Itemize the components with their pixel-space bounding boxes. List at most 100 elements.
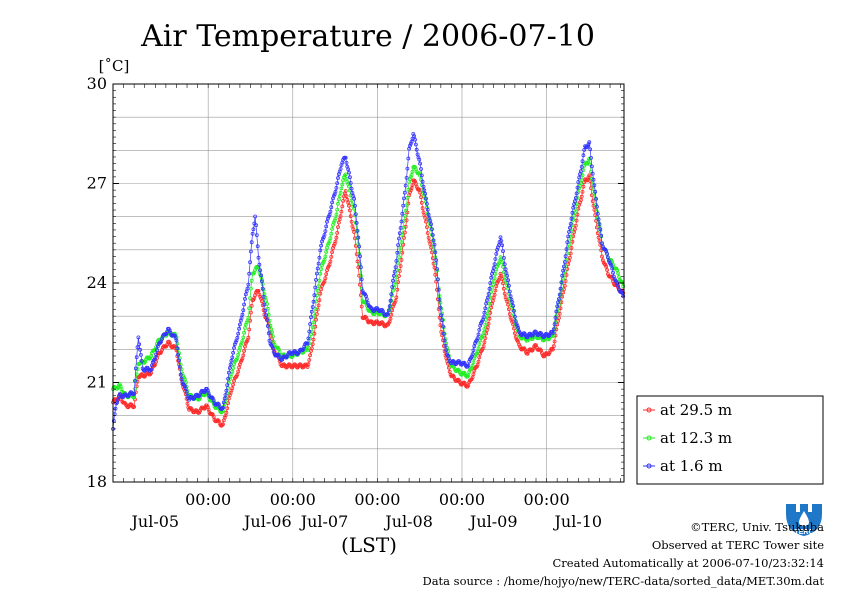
data-point bbox=[440, 318, 445, 323]
data-point bbox=[314, 277, 318, 282]
data-point bbox=[243, 296, 247, 301]
data-point bbox=[354, 252, 359, 257]
data-point bbox=[563, 254, 568, 259]
data-point bbox=[610, 266, 615, 271]
data-point bbox=[501, 281, 505, 286]
data-point bbox=[423, 191, 428, 196]
data-point bbox=[568, 221, 573, 226]
data-point bbox=[360, 289, 365, 294]
data-point bbox=[395, 287, 400, 292]
data-point bbox=[394, 275, 399, 280]
data-point bbox=[245, 286, 250, 291]
data-point bbox=[262, 302, 267, 307]
data-point bbox=[138, 352, 143, 357]
data-point bbox=[257, 262, 262, 267]
data-point bbox=[568, 255, 572, 260]
data-point bbox=[242, 349, 247, 353]
data-point bbox=[210, 411, 214, 416]
data-point bbox=[504, 280, 509, 285]
data-point bbox=[320, 284, 324, 288]
data-point bbox=[308, 353, 313, 358]
data-point bbox=[485, 295, 490, 300]
data-point bbox=[198, 408, 203, 413]
data-point bbox=[420, 206, 425, 211]
y-tick-label: 30 bbox=[87, 74, 107, 93]
data-point bbox=[198, 392, 203, 397]
data-point bbox=[224, 410, 229, 415]
data-point bbox=[317, 298, 322, 303]
data-point bbox=[396, 280, 401, 285]
data-point bbox=[505, 273, 510, 278]
data-point bbox=[615, 268, 620, 273]
data-point bbox=[338, 214, 343, 219]
data-point bbox=[306, 345, 311, 350]
data-point bbox=[401, 203, 406, 208]
data-point bbox=[133, 366, 138, 371]
data-point bbox=[337, 194, 342, 199]
data-point bbox=[191, 397, 196, 401]
data-point bbox=[462, 361, 467, 366]
data-point bbox=[380, 309, 385, 314]
data-point bbox=[590, 171, 595, 176]
data-point bbox=[510, 300, 515, 305]
data-point bbox=[469, 377, 474, 382]
data-point bbox=[470, 352, 475, 357]
data-point bbox=[221, 405, 225, 410]
data-point bbox=[311, 299, 316, 304]
data-point bbox=[396, 243, 401, 247]
x-time-tick-label: 00:00 bbox=[270, 490, 316, 509]
data-point bbox=[321, 259, 326, 264]
data-point bbox=[478, 351, 483, 356]
data-point bbox=[500, 260, 505, 265]
data-point bbox=[323, 229, 328, 234]
data-point bbox=[323, 276, 328, 281]
data-point bbox=[588, 147, 593, 152]
y-axis-unit: [˚C] bbox=[99, 57, 130, 75]
data-point bbox=[164, 331, 169, 336]
data-point bbox=[489, 290, 494, 294]
data-point bbox=[418, 161, 423, 166]
created-text: Created Automatically at 2006-07-10/23:3… bbox=[552, 556, 825, 570]
data-point bbox=[606, 272, 610, 276]
legend-entry: at 29.5 m bbox=[643, 401, 732, 419]
data-point bbox=[246, 335, 251, 340]
data-point bbox=[579, 198, 583, 203]
data-point bbox=[585, 144, 590, 149]
data-point bbox=[565, 267, 570, 271]
data-point bbox=[313, 285, 318, 290]
data-point bbox=[347, 184, 351, 189]
data-point bbox=[135, 345, 140, 350]
data-point bbox=[501, 249, 505, 254]
data-point bbox=[573, 199, 577, 204]
data-point bbox=[335, 181, 340, 186]
data-point bbox=[423, 215, 428, 220]
data-point bbox=[325, 219, 329, 224]
data-point bbox=[421, 184, 426, 189]
data-point bbox=[392, 269, 397, 274]
data-point bbox=[573, 210, 577, 215]
data-point bbox=[557, 292, 562, 297]
data-point bbox=[397, 231, 402, 236]
data-point bbox=[349, 198, 354, 203]
data-point bbox=[400, 233, 405, 237]
data-point bbox=[431, 238, 436, 243]
data-point bbox=[534, 330, 538, 334]
data-point bbox=[237, 322, 242, 327]
data-point bbox=[414, 147, 419, 152]
data-point bbox=[314, 293, 319, 298]
data-point bbox=[337, 217, 342, 222]
data-point bbox=[127, 393, 132, 397]
data-point bbox=[597, 222, 602, 227]
data-point bbox=[226, 401, 231, 406]
data-point bbox=[542, 334, 547, 339]
data-point bbox=[310, 325, 315, 330]
data-point bbox=[168, 343, 173, 347]
data-point bbox=[509, 318, 514, 323]
data-point bbox=[503, 267, 508, 272]
data-point bbox=[176, 352, 181, 357]
data-point bbox=[167, 340, 172, 345]
data-point bbox=[339, 186, 344, 191]
data-point bbox=[408, 143, 412, 148]
data-point bbox=[326, 264, 331, 269]
data-point bbox=[515, 323, 520, 328]
